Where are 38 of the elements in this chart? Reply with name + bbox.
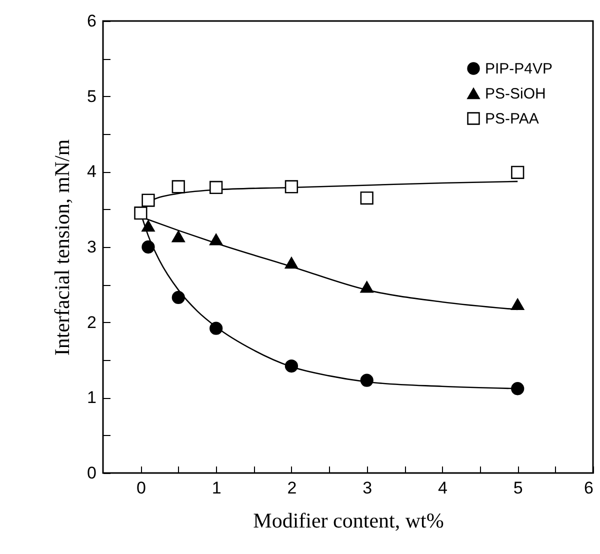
point xyxy=(511,382,524,396)
legend-label: PS-PAA xyxy=(485,110,539,128)
point xyxy=(210,322,223,335)
point xyxy=(172,290,185,304)
x-axis-title: Modifier content, wt% xyxy=(253,508,444,532)
point xyxy=(210,180,223,194)
point xyxy=(172,230,185,242)
point xyxy=(142,220,155,232)
y-tick-label: 5 xyxy=(87,86,96,106)
point xyxy=(360,281,374,293)
legend-label: PS-SiOH xyxy=(485,86,546,102)
y-tick-label: 0 xyxy=(87,464,96,482)
point xyxy=(172,180,185,194)
point xyxy=(284,359,298,373)
point xyxy=(511,298,524,310)
x-tick-label: 6 xyxy=(584,478,594,498)
point xyxy=(284,257,298,269)
y-tick-label: 4 xyxy=(87,162,96,182)
x-tick-label: 1 xyxy=(212,478,222,498)
x-tick-label: 3 xyxy=(362,478,372,498)
point xyxy=(360,191,374,205)
y-axis-title: Interfacial tension, mN/m xyxy=(50,139,74,356)
x-tick-label: 2 xyxy=(287,478,297,498)
x-tick-label: 5 xyxy=(513,478,523,498)
point xyxy=(210,234,223,246)
point xyxy=(360,374,374,387)
point xyxy=(284,180,298,194)
y-tick-label: 6 xyxy=(87,12,96,30)
y-tick-label: 2 xyxy=(87,312,96,332)
y-tick-label: 3 xyxy=(87,238,96,256)
y-tick-label: 1 xyxy=(87,388,96,408)
x-tick-label: 0 xyxy=(136,478,146,498)
point xyxy=(134,206,148,220)
x-tick-label: 4 xyxy=(438,478,448,498)
legend-label: PIP-P4VP xyxy=(485,60,553,78)
point xyxy=(511,166,524,179)
point xyxy=(142,194,155,207)
point xyxy=(142,240,155,254)
